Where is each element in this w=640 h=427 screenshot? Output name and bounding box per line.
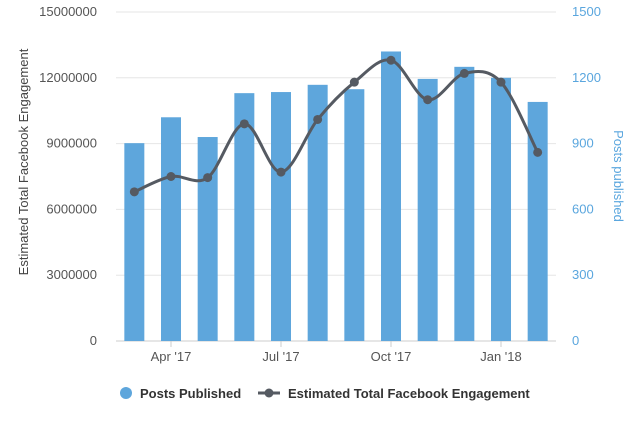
right-tick-label: 0 [572, 333, 579, 348]
x-tick-label: Oct '17 [371, 349, 412, 364]
legend-label-posts: Posts Published [140, 386, 241, 401]
bar-posts-published [124, 143, 145, 341]
engagement-point [313, 114, 323, 124]
right-tick-label: 1500 [572, 4, 601, 19]
x-tick-label: Jan '18 [480, 349, 522, 364]
engagement-point [166, 172, 176, 181]
engagement-line [133, 58, 539, 194]
right-tick-label: 1200 [572, 70, 601, 85]
bar-posts-published [271, 92, 291, 341]
bar-posts-published [527, 101, 548, 341]
right-tick-label: 900 [572, 136, 594, 151]
legend-swatch-dot [264, 388, 274, 398]
bar-posts-published [491, 77, 511, 342]
bar-posts-published [307, 84, 328, 341]
left-tick-label: 0 [90, 333, 97, 348]
engagement-point [496, 77, 506, 87]
bar-posts-published [381, 51, 401, 341]
left-tick-label: 12000000 [39, 70, 97, 85]
x-tick-label: Jul '17 [262, 349, 299, 364]
right-axis-title: Posts published [611, 130, 626, 222]
bar-posts-published [161, 117, 181, 341]
legend-swatch-posts [120, 387, 132, 399]
bar-posts-published [197, 137, 218, 341]
legend-item-posts[interactable]: Posts Published [120, 386, 241, 401]
engagement-point [533, 147, 543, 157]
right-tick-label: 300 [572, 267, 594, 282]
engagement-point [423, 95, 433, 105]
left-tick-label: 9000000 [46, 136, 97, 151]
engagement-point [239, 119, 249, 129]
legend-label-engagement: Estimated Total Facebook Engagement [288, 386, 530, 401]
legend-item-engagement[interactable]: Estimated Total Facebook Engagement [258, 386, 530, 401]
engagement-point [386, 55, 396, 65]
legend: Posts Published Estimated Total Facebook… [120, 386, 530, 401]
x-tick-label: Apr '17 [151, 349, 192, 364]
engagement-point [459, 68, 469, 78]
line-series [129, 55, 543, 197]
axes: 0 3000000 6000000 9000000 12000000 15000000 0 3… [39, 4, 601, 364]
right-tick-label: 600 [572, 201, 594, 216]
bar-posts-published [344, 89, 365, 342]
engagement-point [349, 77, 359, 87]
grid-layer [116, 11, 556, 342]
engagement-point [276, 167, 286, 177]
left-tick-label: 15000000 [39, 4, 97, 19]
bar-posts-published [454, 66, 475, 341]
bar-posts-published [417, 78, 438, 341]
bar-posts-published [234, 93, 255, 341]
bar-series [124, 51, 548, 342]
left-tick-label: 3000000 [46, 267, 97, 282]
left-axis-title: Estimated Total Facebook Engagement [16, 48, 31, 275]
engagement-point [129, 187, 139, 197]
engagement-point [203, 173, 213, 183]
left-tick-label: 6000000 [46, 201, 97, 216]
